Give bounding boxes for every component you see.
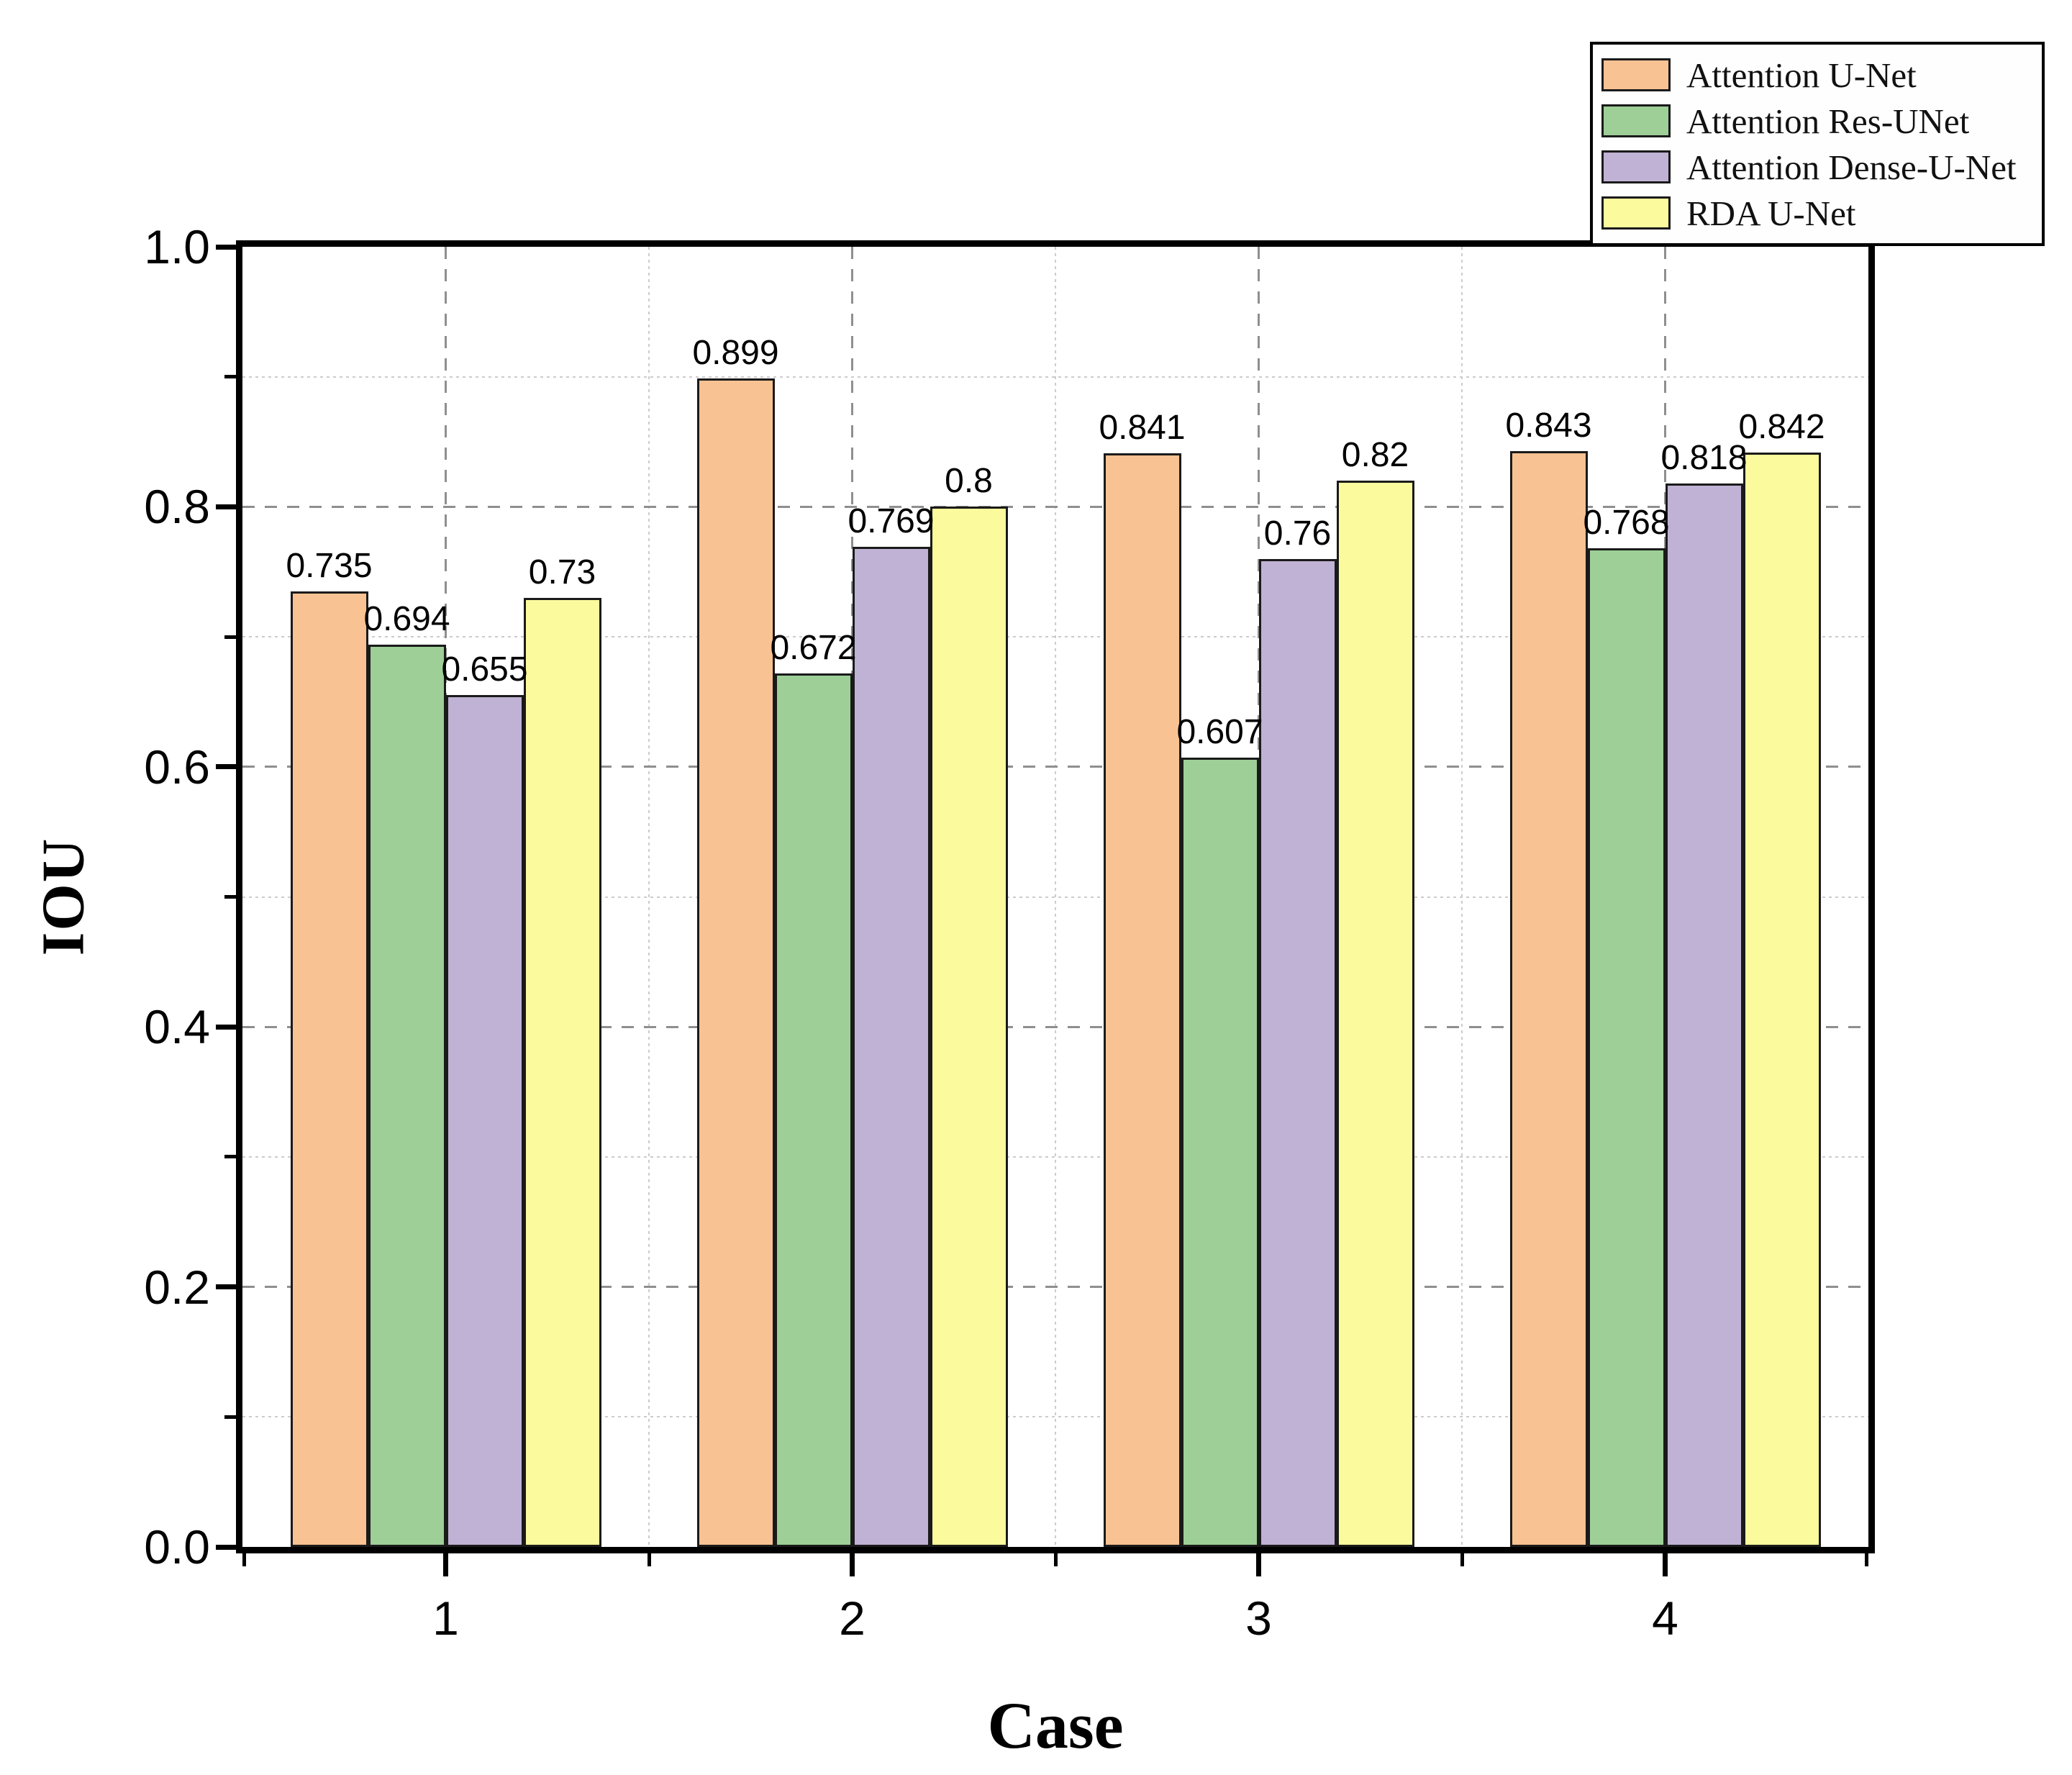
bar-attention-u-net-case-1	[290, 591, 368, 1547]
x-axis-major-tick	[850, 1553, 855, 1576]
legend-swatch-attention-dense-u-net	[1601, 150, 1671, 183]
bar-attention-u-net-case-4	[1509, 451, 1588, 1547]
bar-value-label: 0.899	[692, 334, 779, 372]
x-axis-minor-tick	[1865, 1553, 1868, 1566]
bar-value-label: 0.769	[848, 502, 935, 540]
y-axis-tick-label: 0.2	[144, 1260, 210, 1314]
bar-value-label: 0.841	[1099, 409, 1186, 447]
bar-rda-u-net-case-2	[930, 507, 1008, 1547]
x-axis-tick-label: 2	[839, 1592, 865, 1645]
bar-rda-u-net-case-4	[1742, 453, 1821, 1547]
bar-attention-res-unet-case-3	[1181, 758, 1259, 1547]
bar-value-label: 0.672	[770, 629, 857, 667]
bar-rda-u-net-case-3	[1336, 481, 1414, 1547]
legend-item: Attention Dense-U-Net	[1601, 144, 2042, 190]
gridline-vertical-minor	[1055, 247, 1056, 1547]
x-axis-minor-tick	[1053, 1553, 1058, 1566]
bar-attention-dense-u-net-case-1	[445, 695, 524, 1547]
y-axis-major-tick	[216, 1284, 236, 1290]
x-axis-major-tick	[1663, 1553, 1668, 1576]
x-axis-major-tick	[1256, 1553, 1261, 1576]
y-axis-minor-tick	[224, 895, 236, 899]
bar-value-label: 0.735	[286, 547, 373, 585]
legend-label: Attention Dense-U-Net	[1686, 147, 2017, 187]
x-axis-title: Case	[987, 1689, 1124, 1762]
y-axis-tick-label: 1.0	[144, 220, 210, 273]
bar-value-label: 0.843	[1505, 407, 1592, 445]
x-axis-tick-label: 4	[1652, 1592, 1678, 1645]
bar-attention-dense-u-net-case-3	[1258, 559, 1337, 1547]
gridline-horizontal-major	[242, 505, 1868, 508]
y-axis-minor-tick	[224, 375, 236, 379]
bar-value-label: 0.818	[1660, 439, 1748, 477]
bar-value-label: 0.655	[441, 650, 528, 689]
bar-value-label: 0.842	[1738, 408, 1825, 446]
y-axis-title: IOU	[29, 837, 97, 956]
y-axis-tick-label: 0.8	[144, 480, 210, 534]
y-axis-major-tick	[216, 244, 236, 250]
legend-item: RDA U-Net	[1601, 190, 2042, 236]
bar-value-label: 0.73	[528, 553, 596, 591]
bar-value-label: 0.76	[1263, 514, 1332, 553]
legend: Attention U-Net Attention Res-UNet Attenti…	[1590, 42, 2045, 246]
y-axis-minor-tick	[224, 635, 236, 639]
y-axis-minor-tick	[224, 1155, 236, 1159]
legend-label: Attention U-Net	[1686, 55, 1917, 95]
legend-swatch-attention-res-unet	[1601, 104, 1671, 137]
bar-attention-res-unet-case-2	[774, 673, 853, 1547]
bar-attention-dense-u-net-case-2	[852, 547, 930, 1547]
gridline-vertical-minor	[648, 247, 650, 1547]
x-axis-tick-label: 1	[432, 1592, 459, 1645]
y-axis-major-tick	[216, 1544, 236, 1550]
bar-value-label: 0.607	[1176, 713, 1263, 751]
legend-swatch-attention-u-net	[1601, 58, 1671, 91]
legend-swatch-rda-u-net	[1601, 196, 1671, 230]
x-axis-tick-label: 3	[1245, 1592, 1272, 1645]
bar-value-label: 0.694	[363, 600, 450, 638]
legend-item: Attention Res-UNet	[1601, 98, 2042, 144]
legend-item: Attention U-Net	[1601, 52, 2042, 98]
bar-value-label: 0.82	[1341, 436, 1409, 474]
bar-attention-dense-u-net-case-4	[1665, 484, 1743, 1547]
gridline-horizontal-major	[242, 766, 1868, 768]
y-axis-major-tick	[216, 504, 236, 509]
y-axis-major-tick	[216, 1024, 236, 1030]
bar-rda-u-net-case-1	[523, 598, 601, 1547]
x-axis-major-tick	[443, 1553, 448, 1576]
y-axis-minor-tick	[224, 1415, 236, 1419]
bar-attention-u-net-case-2	[696, 378, 775, 1547]
bar-attention-res-unet-case-1	[368, 645, 446, 1547]
plot-area: 0.735 0.899 0.841 0.843 0.694 0.672 0.607 0.768…	[144, 220, 1868, 1645]
y-axis-major-tick	[216, 764, 236, 770]
gridline-horizontal-major	[242, 1025, 1868, 1028]
bar-attention-u-net-case-3	[1103, 453, 1181, 1547]
bar-value-label: 0.8	[945, 462, 993, 500]
legend-label: Attention Res-UNet	[1686, 101, 1970, 141]
y-axis-tick-label: 0.4	[144, 1000, 210, 1054]
legend-label: RDA U-Net	[1686, 193, 1856, 233]
x-axis-minor-tick	[242, 1553, 246, 1566]
gridline-horizontal-major	[242, 1286, 1868, 1289]
y-axis-tick-label: 0.0	[144, 1520, 210, 1574]
x-axis-minor-tick	[1460, 1553, 1464, 1566]
x-axis-minor-tick	[647, 1553, 651, 1566]
bar-attention-res-unet-case-4	[1587, 548, 1666, 1547]
bar-value-label: 0.768	[1583, 504, 1670, 542]
y-axis-tick-label: 0.6	[144, 740, 210, 794]
gridline-vertical-minor	[1461, 247, 1463, 1547]
